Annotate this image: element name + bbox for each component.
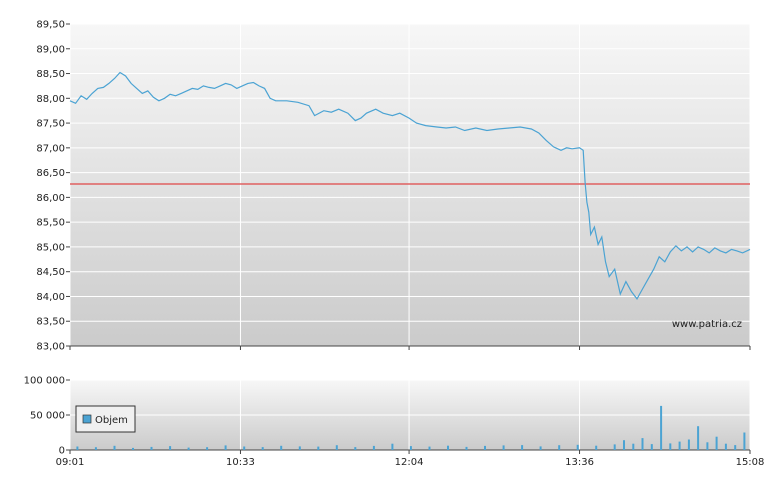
price-y-tick-label: 89,50 xyxy=(36,20,65,31)
volume-bar xyxy=(187,447,190,450)
volume-bar xyxy=(715,436,718,450)
volume-bar xyxy=(669,443,672,450)
volume-bar xyxy=(623,440,625,450)
volume-bar xyxy=(224,445,227,450)
volume-y-tick-label: 100 000 xyxy=(24,376,65,387)
price-y-axis: 83,00 83,50 84,00 84,50 85,00 85,50 86,00 86,50… xyxy=(36,20,70,353)
volume-bar xyxy=(243,446,246,450)
volume-bar xyxy=(150,446,153,450)
x-tick-label: 09:01 xyxy=(56,457,85,468)
volume-bar xyxy=(660,405,663,450)
price-y-tick-label: 86,50 xyxy=(36,168,65,179)
price-y-tick-label: 88,00 xyxy=(36,94,65,105)
volume-bar xyxy=(595,445,598,450)
volume-y-tick-label: 50 000 xyxy=(30,411,65,422)
x-tick-label: 12:04 xyxy=(395,457,424,468)
volume-bar xyxy=(641,438,644,450)
volume-bar xyxy=(261,447,264,450)
volume-y-tick-label: 0 xyxy=(59,446,65,457)
volume-bar xyxy=(391,443,394,450)
price-y-tick-label: 84,50 xyxy=(36,267,65,278)
x-tick-label: 13:36 xyxy=(565,457,594,468)
legend: Objem xyxy=(75,405,136,433)
volume-bar xyxy=(678,441,681,450)
volume-bar xyxy=(743,432,746,450)
volume-bar xyxy=(502,445,505,450)
price-y-tick-label: 88,50 xyxy=(36,69,65,80)
legend-swatch xyxy=(82,414,92,424)
price-y-tick-label: 83,00 xyxy=(36,342,65,353)
volume-bar xyxy=(558,445,561,450)
volume-bar xyxy=(734,445,737,450)
volume-bar xyxy=(539,446,542,450)
volume-bar xyxy=(409,446,412,450)
volume-bar xyxy=(465,446,468,450)
volume-bar xyxy=(428,446,431,450)
x-tick-label: 10:33 xyxy=(226,457,255,468)
volume-bar xyxy=(650,444,653,450)
price-grid xyxy=(69,23,751,347)
volume-bar xyxy=(484,445,486,450)
price-plot-background xyxy=(70,24,750,346)
price-series-line xyxy=(69,71,751,300)
volume-bar xyxy=(317,446,320,450)
volume-bar xyxy=(697,426,700,450)
volume-bar xyxy=(76,446,79,450)
volume-bar xyxy=(169,446,172,450)
volume-bar xyxy=(354,447,357,450)
volume-bar xyxy=(113,445,116,450)
volume-bar xyxy=(576,444,579,451)
price-y-tick-label: 87,50 xyxy=(36,119,65,130)
legend-label: Objem xyxy=(95,415,128,426)
volume-bar xyxy=(280,445,283,450)
volume-bar xyxy=(298,446,301,450)
price-y-tick-label: 85,50 xyxy=(36,218,65,229)
price-y-tick-label: 84,00 xyxy=(36,292,65,303)
volume-bar xyxy=(132,447,134,450)
price-y-tick-label: 83,50 xyxy=(36,317,65,328)
volume-bar xyxy=(94,447,97,450)
volume-bar xyxy=(521,445,524,450)
volume-bar xyxy=(724,443,727,450)
volume-bar xyxy=(206,447,209,450)
volume-y-axis: 0 50 000 100 000 xyxy=(24,376,70,457)
volume-bar xyxy=(447,445,449,450)
price-y-tick-label: 89,00 xyxy=(36,44,65,55)
volume-bar xyxy=(687,439,690,450)
price-y-tick-label: 85,00 xyxy=(36,242,65,253)
volume-bar xyxy=(372,445,375,450)
volume-bar xyxy=(335,445,338,450)
volume-bar xyxy=(632,443,635,450)
volume-bars xyxy=(76,405,746,451)
x-tick-label: 15:08 xyxy=(736,457,765,468)
watermark: www.patria.cz xyxy=(672,319,742,330)
price-y-tick-label: 86,00 xyxy=(36,193,65,204)
price-y-tick-label: 87,00 xyxy=(36,143,65,154)
volume-bar xyxy=(706,442,709,450)
volume-bar xyxy=(613,444,616,450)
